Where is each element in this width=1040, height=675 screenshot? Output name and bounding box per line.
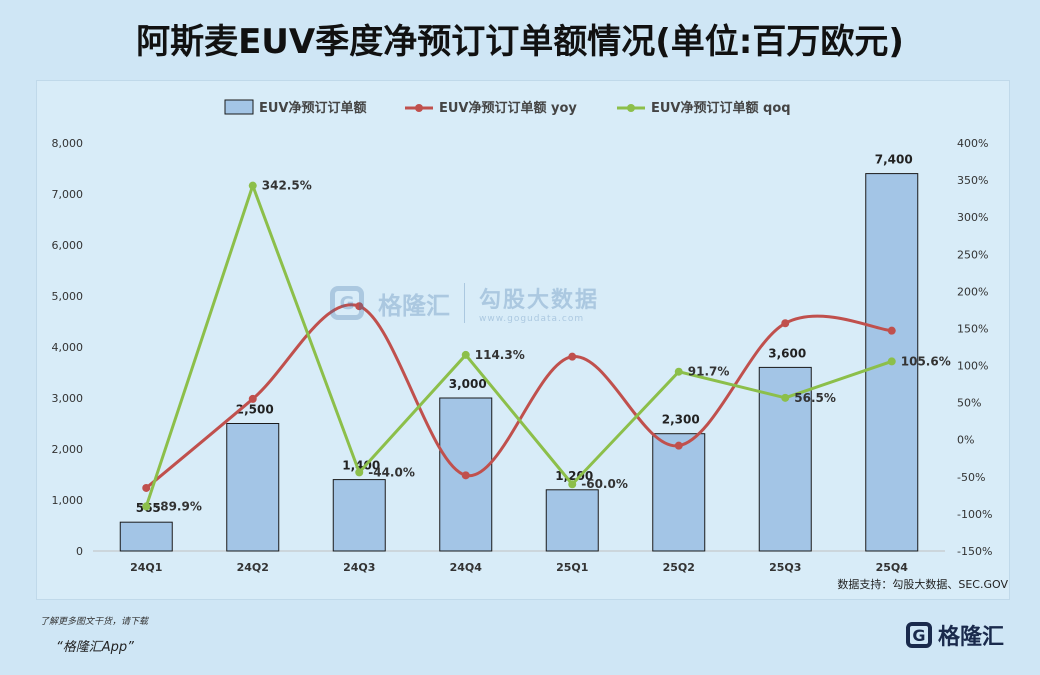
qoq-point bbox=[887, 357, 896, 366]
y-right-tick-label: 0% bbox=[957, 434, 974, 447]
qoq-value-label: -44.0% bbox=[368, 465, 415, 479]
yoy-point bbox=[248, 394, 257, 403]
qoq-value-label: 342.5% bbox=[262, 179, 312, 193]
y-right-tick-label: 250% bbox=[957, 248, 988, 261]
yoy-point bbox=[781, 319, 790, 328]
legend-bar-swatch bbox=[224, 99, 254, 115]
y-left-tick-label: 8,000 bbox=[52, 137, 84, 150]
legend-bar-label: EUV净预订订单额 bbox=[259, 100, 367, 116]
bar bbox=[545, 489, 599, 552]
legend-yoy-label: EUV净预订订单额 yoy bbox=[439, 100, 577, 116]
bar-value-label: 1,400 bbox=[342, 459, 380, 473]
chart-svg: 0 1,000 2,000 3,000 4,000 5,000 6,000 7,000 8,00… bbox=[52, 99, 992, 574]
y-left-tick-label: 7,000 bbox=[52, 188, 84, 201]
qoq-value-label: 56.5% bbox=[794, 391, 836, 405]
yoy-point bbox=[461, 471, 470, 480]
y-left-tick-label: 4,000 bbox=[52, 341, 84, 354]
yoy-point bbox=[674, 441, 683, 450]
x-tick-label: 24Q3 bbox=[343, 561, 375, 574]
y-right-tick-label: -50% bbox=[957, 471, 985, 484]
footer-line2: “格隆汇App” bbox=[56, 640, 134, 655]
watermark-logo-icon: G bbox=[330, 286, 364, 320]
x-tick-label: 25Q1 bbox=[556, 561, 588, 574]
bar bbox=[119, 521, 173, 552]
y-right-tick-label: 350% bbox=[957, 174, 988, 187]
watermark-cn: 勾股大数据 bbox=[479, 288, 600, 313]
y-left-tick-label: 2,000 bbox=[52, 443, 84, 456]
qoq-point bbox=[568, 480, 577, 489]
y-right-tick-label: 200% bbox=[957, 285, 988, 298]
yoy-point bbox=[568, 352, 577, 361]
qoq-value-label: 114.3% bbox=[475, 348, 525, 362]
brand-logo: G 格隆汇 bbox=[905, 618, 1004, 652]
brand-logo-icon: G bbox=[905, 622, 932, 648]
legend-qoq-marker bbox=[627, 104, 635, 112]
bar bbox=[226, 423, 280, 552]
y-left-tick-label: 0 bbox=[76, 545, 83, 558]
bar bbox=[652, 433, 706, 552]
y-right-tick-label: 300% bbox=[957, 211, 988, 224]
legend-qoq-label: EUV净预订订单额 qoq bbox=[651, 100, 791, 116]
bar-value-label: 3,600 bbox=[768, 346, 806, 360]
qoq-point bbox=[248, 181, 257, 190]
x-tick-label: 25Q3 bbox=[769, 561, 801, 574]
y-right-tick-label: -100% bbox=[957, 508, 992, 521]
qoq-value-label: -60.0% bbox=[581, 477, 628, 491]
x-tick-label: 24Q4 bbox=[450, 561, 483, 574]
bar-value-label: 3,000 bbox=[449, 377, 487, 391]
qoq-value-label: -89.9% bbox=[155, 499, 202, 513]
brand-logo-text: 格隆汇 bbox=[937, 625, 1004, 650]
watermark: G 格隆汇 勾股大数据 www.gogudata.com bbox=[330, 282, 599, 324]
bar bbox=[332, 479, 386, 552]
y-right-tick-label: -150% bbox=[957, 545, 992, 558]
y-right-tick-label: 50% bbox=[957, 397, 981, 410]
yoy-point bbox=[142, 483, 151, 492]
qoq-point bbox=[674, 367, 683, 376]
y-right-tick-label: 400% bbox=[957, 137, 988, 150]
data-source: 数据支持：勾股大数据、SEC.GOV bbox=[837, 578, 1008, 591]
qoq-line bbox=[144, 184, 893, 507]
chart-title: 阿斯麦EUV季度净预订订单额情况(单位:百万欧元) bbox=[136, 22, 904, 62]
legend-yoy-marker bbox=[415, 104, 423, 112]
qoq-point bbox=[142, 502, 151, 511]
qoq-point bbox=[355, 468, 364, 477]
x-tick-label: 24Q1 bbox=[130, 561, 162, 574]
watermark-url: www.gogudata.com bbox=[479, 314, 585, 324]
bar-value-label: 2,300 bbox=[662, 413, 700, 427]
bar-value-label: 7,400 bbox=[875, 153, 913, 167]
y-right-tick-label: 150% bbox=[957, 322, 988, 335]
y-left-tick-label: 5,000 bbox=[52, 290, 84, 303]
qoq-value-label: 105.6% bbox=[901, 354, 951, 368]
qoq-point bbox=[781, 393, 790, 402]
watermark-separator bbox=[464, 283, 465, 323]
watermark-brand: 格隆汇 bbox=[378, 291, 450, 320]
yoy-point bbox=[355, 302, 364, 311]
x-tick-label: 25Q4 bbox=[876, 561, 909, 574]
footer-line1: 了解更多图文干货，请下载 bbox=[40, 617, 149, 627]
yoy-point bbox=[887, 326, 896, 335]
qoq-point bbox=[461, 350, 470, 359]
y-left-tick-label: 3,000 bbox=[52, 392, 84, 405]
qoq-value-label: 91.7% bbox=[688, 365, 730, 379]
y-right-tick-label: 100% bbox=[957, 360, 988, 373]
y-left-tick-label: 1,000 bbox=[52, 494, 84, 507]
x-tick-label: 24Q2 bbox=[237, 561, 269, 574]
yoy-line bbox=[145, 303, 892, 490]
chart-panel: 0 1,000 2,000 3,000 4,000 5,000 6,000 7,000 8,00… bbox=[36, 80, 1010, 600]
x-tick-label: 25Q2 bbox=[663, 561, 695, 574]
y-left-tick-label: 6,000 bbox=[52, 239, 84, 252]
